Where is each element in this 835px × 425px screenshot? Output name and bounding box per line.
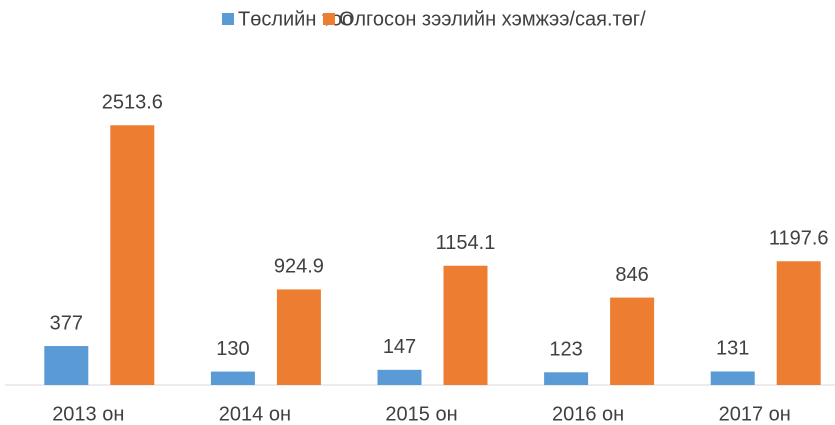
legend-swatch [222, 13, 234, 25]
x-tick-label: 2013 он [52, 403, 124, 425]
x-tick-label: 2015 он [385, 403, 457, 425]
value-label: 924.9 [274, 256, 324, 278]
value-label: 1197.6 [769, 228, 829, 250]
legend-label: Төслийн тоо [238, 8, 353, 30]
bar [44, 346, 89, 385]
bar [276, 289, 321, 385]
bar [710, 371, 755, 385]
bar [110, 125, 155, 386]
value-label: 130 [216, 338, 249, 360]
bar [210, 371, 255, 385]
x-tick-label: 2017 он [719, 403, 791, 425]
value-label: 846 [615, 264, 648, 286]
bar [610, 297, 655, 385]
legend-label: Олгосон зээлийн хэмжээ/сая.төг/ [339, 8, 646, 30]
value-label: 147 [383, 336, 416, 358]
value-label: 2513.6 [102, 92, 163, 114]
bar [776, 261, 821, 385]
x-tick-label: 2016 он [552, 403, 624, 425]
bar [443, 265, 488, 385]
legend-swatch [323, 13, 335, 25]
value-label: 123 [549, 339, 582, 361]
value-label: 377 [50, 312, 83, 334]
value-label: 1154.1 [436, 232, 496, 254]
bar [377, 369, 422, 385]
x-tick-label: 2014 он [219, 403, 291, 425]
value-label: 131 [716, 338, 749, 360]
bar [544, 372, 589, 385]
